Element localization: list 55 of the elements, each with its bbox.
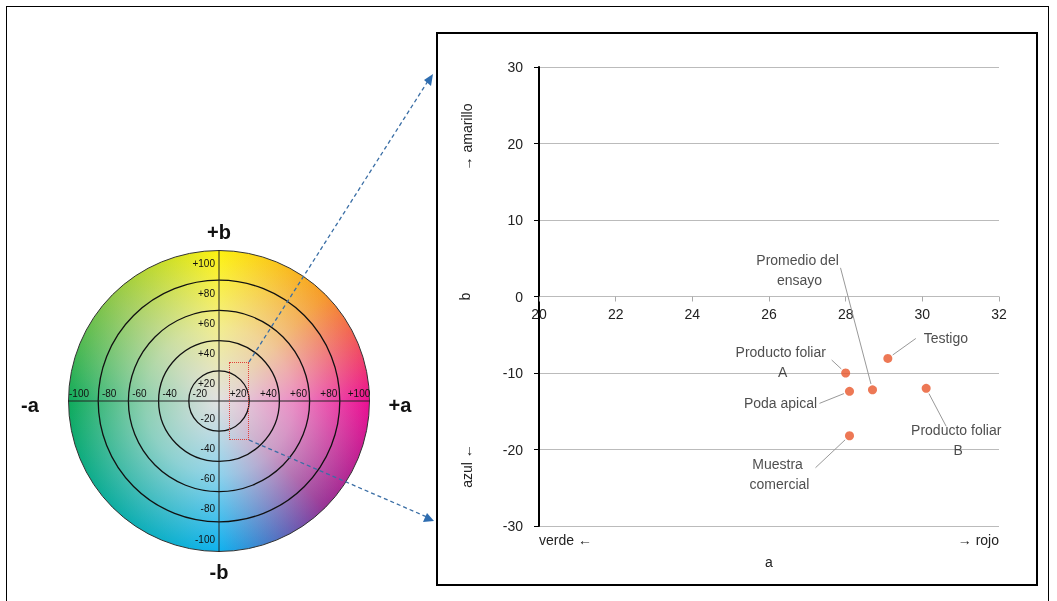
text: → rojo <box>957 532 1000 548</box>
text: +80 <box>320 387 338 399</box>
text: Producto foliar B <box>911 422 1006 459</box>
text: +100 <box>192 257 216 269</box>
text: +b <box>207 221 231 243</box>
y-tick-label: 10 <box>507 212 524 228</box>
x-axis-title: a <box>765 554 774 570</box>
text: -40 <box>200 442 216 454</box>
point <box>921 383 931 393</box>
text: Testigo <box>923 330 969 347</box>
text: Poda apical <box>743 395 818 412</box>
text: +40 <box>259 387 278 399</box>
y-tick-label: 20 <box>507 135 524 152</box>
text: -40 <box>162 387 178 399</box>
y-tick-label: -30 <box>502 518 524 534</box>
text: Promedio del ensayo <box>756 251 843 288</box>
point <box>841 368 851 378</box>
text: -60 <box>200 473 216 485</box>
text: azul ← <box>459 444 475 488</box>
x-tick-label: 30 <box>914 305 931 322</box>
x-tick-label: 28 <box>837 305 854 322</box>
point <box>845 386 854 396</box>
text: +60 <box>290 387 308 399</box>
y-tick-label: -10 <box>502 365 524 381</box>
point <box>883 353 893 363</box>
text: verde ← <box>539 532 592 548</box>
text: +80 <box>198 287 216 299</box>
x-tick-label: 32 <box>991 305 1007 322</box>
text: -100 <box>194 533 216 545</box>
text: -80 <box>101 387 117 399</box>
text: → amarillo <box>459 103 475 171</box>
text: -60 <box>132 387 148 399</box>
x-tick-label: 22 <box>607 305 624 322</box>
text: -20 <box>192 387 208 399</box>
text: +40 <box>198 348 216 360</box>
text: -b <box>209 561 229 583</box>
text: +100 <box>347 387 371 399</box>
y-tick-label: 30 <box>507 59 524 75</box>
point <box>868 385 877 395</box>
y-tick-label: 0 <box>515 288 524 305</box>
x-tick-label: 24 <box>684 305 701 322</box>
text: +20 <box>229 387 248 399</box>
text: +20 <box>198 378 216 390</box>
text: -a <box>21 394 40 416</box>
y-axis-title: b <box>457 292 473 301</box>
text: -20 <box>200 412 216 424</box>
text: +a <box>388 394 413 416</box>
text: Muestra comercial <box>749 455 810 492</box>
point <box>845 431 854 441</box>
series-label: Producto foliar A <box>735 344 830 380</box>
text: +60 <box>198 317 216 329</box>
text: -100 <box>68 387 90 399</box>
y-tick-label: -20 <box>502 441 524 458</box>
x-tick-label: 26 <box>761 305 777 322</box>
text: -80 <box>200 503 216 515</box>
